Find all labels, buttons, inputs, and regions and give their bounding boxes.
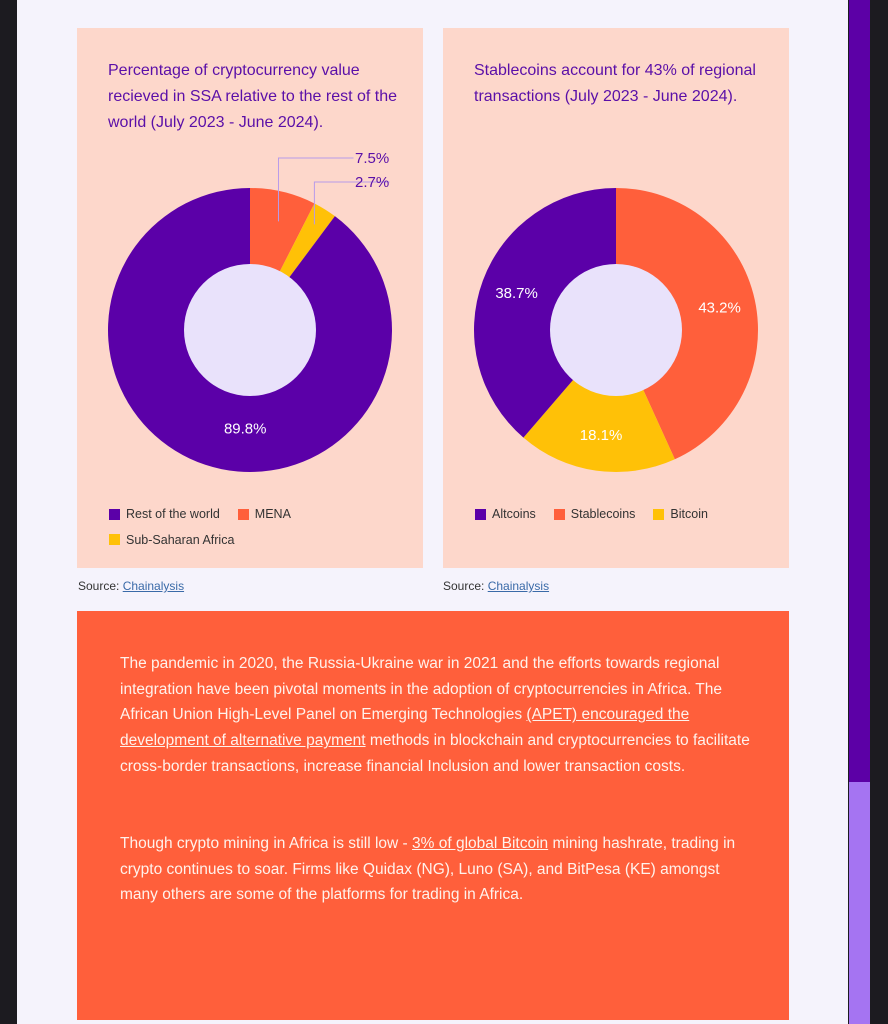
slice-bitcoin — [523, 330, 675, 472]
legend-item: Bitcoin — [653, 502, 708, 526]
data-label: 89.8% — [224, 421, 267, 438]
text: mining hashrate, trading in crypto conti… — [120, 835, 736, 904]
legend-label: Stablecoins — [570, 507, 636, 521]
legend-swatch — [109, 534, 120, 545]
legend-swatch — [237, 508, 249, 520]
source-label: Source: — [78, 579, 120, 593]
legend-label: Sub-Saharan Africa — [126, 532, 235, 547]
source-label: Source: — [443, 579, 485, 593]
donut-chart: 7.5% 2.7% 89.8% — [107, 150, 392, 472]
text: Though crypto mining in Africa is still … — [120, 835, 413, 852]
slice-altcoins — [474, 188, 616, 438]
legend-item: MENA — [237, 502, 291, 526]
donut-hole — [550, 264, 682, 396]
legend-item: Stablecoins — [553, 502, 636, 526]
article-callout: The pandemic in 2020, the Russia-Ukraine… — [77, 611, 789, 1020]
chart-legend: Altcoins Stablecoins Bitcoin — [475, 502, 775, 528]
hashrate-link[interactable]: 3% of global Bitcoin — [412, 835, 549, 852]
chart-title: Percentage of cryptocurrency value recie… — [108, 62, 398, 131]
data-label: 7.5% — [355, 150, 389, 167]
legend-label: Bitcoin — [670, 507, 708, 521]
callout-line — [277, 157, 354, 222]
donut-hole — [184, 264, 316, 396]
legend-item: Sub-Saharan Africa — [109, 528, 234, 552]
data-label: 18.1% — [580, 427, 623, 444]
source-link[interactable]: Chainalysis — [487, 579, 550, 593]
legend-swatch — [109, 508, 120, 520]
legend-item: Altcoins — [475, 502, 536, 526]
callout-line — [313, 181, 390, 225]
legend-label: Rest of the world — [126, 507, 220, 521]
legend-swatch — [475, 508, 486, 520]
legend-swatch — [553, 508, 565, 520]
source-note: Source: Chainalysis — [78, 579, 184, 593]
paragraph: The pandemic in 2020, the Russia-Ukraine… — [120, 651, 760, 780]
scrollbar-thumb[interactable] — [849, 0, 870, 782]
legend-label: Altcoins — [492, 507, 536, 521]
data-label: 2.7% — [355, 174, 389, 191]
data-label: 38.7% — [495, 285, 538, 302]
slice-stablecoins — [616, 188, 758, 460]
source-note: Source: Chainalysis — [443, 579, 549, 593]
data-label: 43.2% — [698, 300, 741, 317]
donut-chart: 43.2% 18.1% 38.7% — [474, 188, 758, 472]
text: The pandemic in 2020, the Russia-Ukraine… — [120, 655, 722, 724]
text: methods in blockchain and cryptocurrenci… — [120, 732, 750, 775]
chart-title: Stablecoins account for 43% of regional … — [474, 62, 756, 105]
legend-label: MENA — [254, 507, 291, 521]
chart-card-ssa-share: Percentage of cryptocurrency value recie… — [77, 28, 423, 568]
apet-link[interactable]: (APET) encouraged the development of alt… — [120, 706, 690, 750]
chart-card-asset-share: Stablecoins account for 43% of regional … — [443, 28, 789, 568]
paragraph: Though crypto mining in Africa is still … — [120, 831, 760, 908]
legend-item: Rest of the world — [109, 502, 220, 526]
chart-legend: Rest of the world MENA Sub-Saharan Africa — [109, 502, 409, 553]
legend-swatch — [653, 508, 665, 520]
scrollbar[interactable] — [849, 0, 870, 1024]
source-link[interactable]: Chainalysis — [122, 579, 185, 593]
